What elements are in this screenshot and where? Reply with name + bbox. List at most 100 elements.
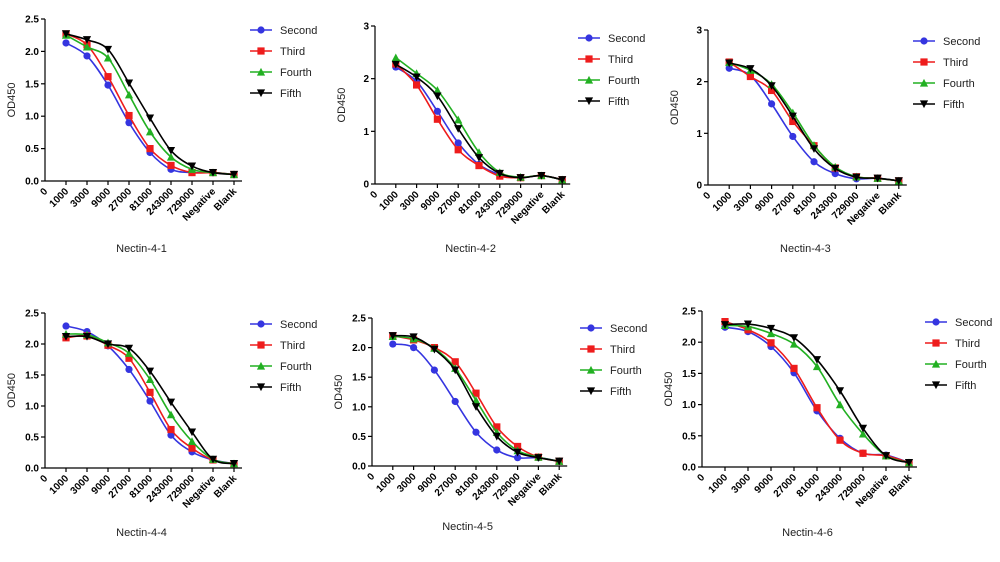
data-point: [103, 45, 113, 54]
legend-marker: [586, 365, 596, 374]
legend-label: Third: [955, 338, 980, 350]
y-tick-label: 2.5: [25, 309, 39, 320]
data-point: [430, 366, 438, 374]
y-tick-label: 2.0: [25, 47, 39, 58]
y-tick-label: 0.0: [352, 462, 366, 473]
legend-marker: [919, 78, 929, 87]
y-tick-label: 2.0: [25, 340, 39, 351]
x-tick-label: 3000: [69, 473, 93, 497]
legend-marker: [920, 37, 928, 45]
data-point: [725, 59, 734, 68]
data-point: [813, 404, 821, 412]
data-point: [766, 329, 776, 338]
series-fourth: [388, 332, 564, 465]
data-point: [788, 112, 797, 121]
data-point: [167, 161, 175, 170]
data-point: [859, 449, 867, 457]
data-point: [831, 170, 839, 178]
x-tick-label: Blank: [537, 471, 564, 498]
data-point: [62, 39, 70, 47]
data-point: [492, 432, 501, 441]
series-fifth: [720, 320, 914, 467]
data-point: [166, 146, 176, 155]
data-point: [789, 117, 797, 126]
series-third: [725, 58, 903, 185]
legend-marker: [584, 97, 594, 106]
y-tick-label: 3: [696, 26, 702, 37]
data-point: [768, 100, 776, 108]
data-point: [124, 90, 134, 99]
data-point: [766, 324, 776, 333]
legend-label: Fourth: [608, 75, 640, 87]
data-point: [725, 64, 733, 72]
data-point: [391, 53, 400, 62]
legend-item-fourth: Fourth: [580, 365, 642, 377]
series-line: [724, 320, 910, 464]
x-tick-label: 1000: [377, 189, 401, 213]
chart-title: Nectin-4-6: [782, 527, 833, 539]
data-point: [61, 332, 71, 341]
data-point: [208, 168, 218, 177]
legend-item-second: Second: [925, 317, 992, 329]
data-point: [433, 115, 441, 123]
series-fifth: [725, 59, 903, 185]
legend-item-fourth: Fourth: [925, 359, 987, 371]
legend-marker: [257, 320, 265, 328]
data-point: [187, 162, 197, 171]
data-point: [433, 86, 442, 94]
data-point: [145, 375, 155, 383]
data-point: [454, 139, 462, 147]
x-tick-label: 0: [368, 189, 380, 201]
data-point: [767, 82, 776, 90]
data-point: [835, 400, 845, 409]
x-tick-label: 0: [695, 472, 707, 484]
legend-item-fifth: Fifth: [250, 382, 301, 394]
legend-item-fifth: Fifth: [578, 96, 629, 108]
data-point: [82, 42, 92, 51]
data-point: [767, 339, 775, 347]
data-point: [451, 358, 459, 366]
y-tick-label: 0.5: [25, 433, 39, 444]
series-fifth: [61, 30, 239, 179]
data-point: [495, 169, 504, 178]
legend-item-third: Third: [578, 54, 633, 66]
legend-label: Second: [610, 323, 647, 335]
data-point: [166, 410, 176, 419]
chart-title: Nectin-4-4: [116, 527, 167, 539]
legend-item-second: Second: [913, 36, 980, 48]
data-point: [472, 389, 480, 397]
legend-marker: [585, 55, 593, 63]
x-tick-label: 0: [38, 473, 50, 485]
legend-item-third: Third: [250, 340, 305, 352]
series-fifth: [391, 60, 567, 184]
legend-label: Third: [280, 340, 305, 352]
legend-label: Third: [608, 54, 633, 66]
y-tick-label: 0.0: [25, 177, 39, 188]
data-point: [167, 431, 175, 439]
data-point: [412, 73, 421, 82]
data-point: [873, 174, 882, 183]
data-point: [125, 119, 133, 127]
data-point: [125, 111, 133, 120]
data-point: [62, 322, 70, 330]
series-fourth: [720, 321, 914, 467]
data-point: [858, 429, 868, 438]
legend-label: Third: [280, 46, 305, 58]
y-tick-label: 1.0: [352, 402, 366, 413]
data-point: [145, 127, 155, 136]
legend-marker: [587, 324, 595, 332]
data-point: [493, 423, 501, 431]
data-point: [146, 388, 154, 396]
data-point: [413, 81, 421, 89]
chart-panel-2: 012301000300090002700081000243000729000N…: [336, 22, 645, 256]
legend-label: Fifth: [280, 382, 301, 394]
legend-marker: [256, 89, 266, 98]
data-point: [743, 320, 753, 329]
legend-label: Fifth: [608, 96, 629, 108]
data-point: [812, 362, 822, 371]
y-tick-label: 0.0: [682, 463, 696, 474]
legend-marker: [585, 34, 593, 42]
data-point: [166, 398, 176, 407]
data-point: [125, 365, 133, 374]
y-tick-label: 2: [696, 77, 702, 88]
